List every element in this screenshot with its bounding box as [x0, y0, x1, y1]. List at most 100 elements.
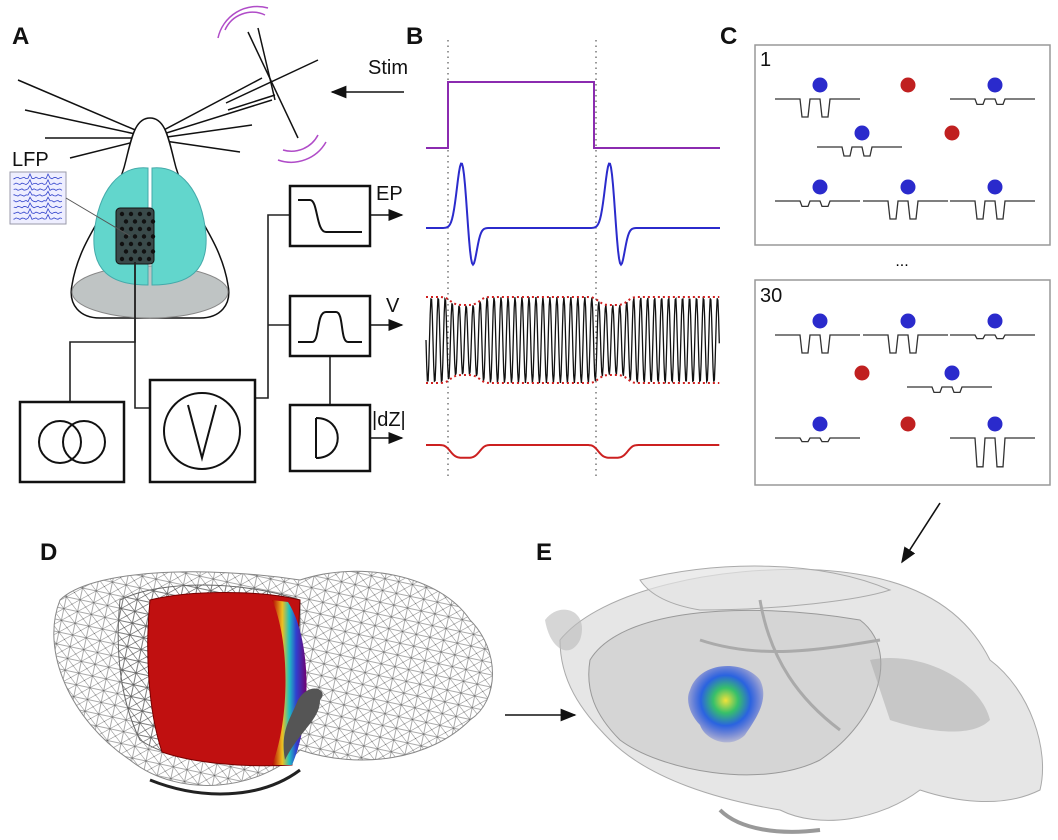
panel-label: A	[12, 23, 29, 50]
electrode	[128, 226, 134, 232]
electrode	[150, 219, 156, 224]
cell	[987, 313, 1003, 329]
spike-trace	[950, 334, 1035, 340]
cell	[900, 179, 916, 195]
electrode	[146, 226, 152, 232]
trial-box	[754, 44, 1051, 246]
icon	[315, 417, 339, 459]
stim-label: Stim	[368, 57, 408, 79]
lfp-traces	[13, 173, 63, 221]
cell	[812, 179, 828, 195]
lfp-label: LFP	[12, 149, 49, 171]
demodulator	[288, 403, 372, 473]
icon	[298, 199, 362, 233]
electrode	[132, 219, 138, 224]
trial-box	[754, 279, 1051, 486]
electrode	[132, 249, 138, 254]
stim-trace	[426, 81, 720, 149]
cell	[900, 77, 916, 93]
stim-device	[217, 5, 327, 163]
lfp-line	[13, 213, 63, 221]
cell	[900, 416, 916, 432]
envelope	[426, 374, 720, 384]
voltmeter	[148, 378, 257, 484]
electrode	[146, 241, 152, 247]
spike-trace	[775, 437, 860, 443]
v-trace	[425, 296, 720, 385]
wiring	[69, 214, 331, 409]
lfp-line	[13, 173, 63, 180]
electrode	[119, 211, 125, 217]
cell	[812, 77, 828, 93]
translucent-brain	[545, 565, 1044, 834]
spike-trace	[775, 334, 860, 354]
trial-number: 1	[760, 49, 771, 71]
panel-label: D	[40, 539, 57, 566]
cells	[775, 77, 1035, 468]
electrode	[137, 256, 143, 262]
electrode	[128, 211, 134, 217]
spike-trace	[863, 334, 948, 354]
dz-trace	[426, 444, 720, 459]
ep-trace	[426, 162, 720, 267]
cell	[944, 125, 960, 141]
electrode	[141, 234, 147, 239]
cell	[812, 313, 828, 329]
cerebellum	[71, 265, 229, 319]
spike-trace	[950, 437, 1035, 468]
electrode	[123, 249, 129, 254]
wireframe-brain	[53, 570, 493, 796]
electrode	[150, 234, 156, 239]
electrode	[123, 234, 129, 239]
panel-label: B	[406, 23, 423, 50]
electrode	[123, 219, 129, 224]
pointer	[65, 197, 131, 237]
spike-trace	[775, 200, 860, 208]
electrode	[119, 241, 125, 247]
spike-trace	[863, 200, 948, 220]
cell	[812, 416, 828, 432]
lfp-line	[13, 202, 63, 209]
electrode	[137, 211, 143, 217]
spike-trace	[950, 200, 1035, 220]
cell	[944, 365, 960, 381]
brain-right	[151, 167, 207, 286]
spike-trace	[950, 98, 1035, 106]
electrode	[141, 249, 147, 254]
cell	[987, 179, 1003, 195]
lfp-line	[13, 178, 63, 186]
electrode	[146, 211, 152, 217]
output-label: EP	[376, 183, 403, 205]
lowpass-filter	[288, 184, 372, 248]
electrode	[150, 249, 156, 254]
cell	[854, 365, 870, 381]
electrode	[141, 219, 147, 224]
spike-trace	[775, 98, 860, 118]
icon	[187, 404, 217, 462]
electrode	[132, 234, 138, 239]
arrow	[901, 502, 941, 564]
spike-trace	[817, 146, 902, 157]
panel-label: C	[720, 23, 737, 50]
electrode-dots	[119, 211, 156, 262]
electrode	[128, 241, 134, 247]
current-source	[18, 400, 126, 484]
icon	[38, 420, 82, 464]
icon	[62, 420, 106, 464]
electrode	[137, 226, 143, 232]
cell	[987, 416, 1003, 432]
lfp-line	[13, 207, 63, 215]
output-label: V	[386, 295, 400, 317]
cell	[900, 313, 916, 329]
trial-number: 30	[760, 285, 782, 307]
panel-label: E	[536, 539, 552, 566]
cell	[987, 77, 1003, 93]
bandpass-filter	[288, 294, 372, 358]
cell	[854, 125, 870, 141]
electrode	[137, 241, 143, 247]
envelope	[426, 296, 720, 306]
electrode	[128, 256, 134, 262]
electrode	[146, 256, 152, 262]
icon	[298, 311, 362, 343]
